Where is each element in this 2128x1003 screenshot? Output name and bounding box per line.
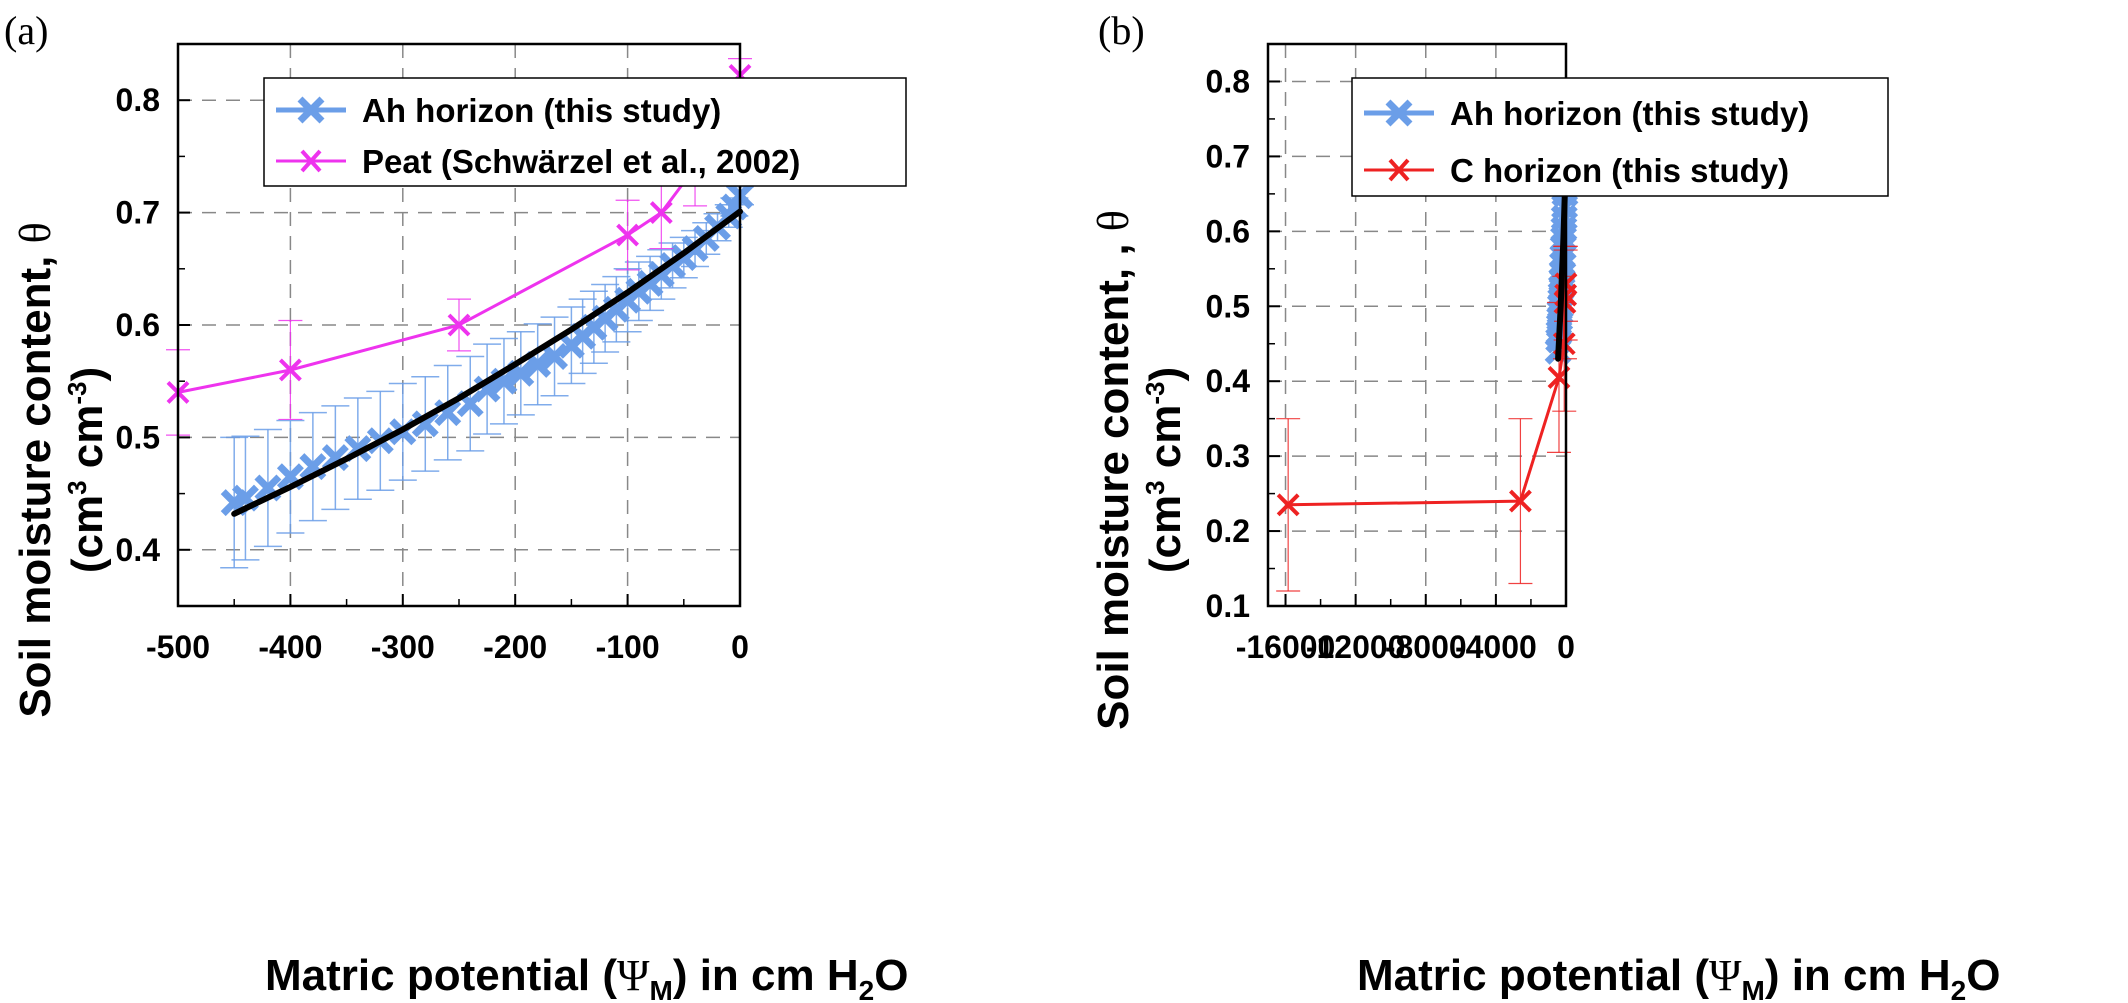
panel-b: 0.1 0.2 0.3 0.4 0.5 0.6 0.7 0.8 -16000-12000-800… (1089, 42, 2000, 1003)
series-1-point (649, 201, 673, 225)
panel-b-y-axis-title: Soil moisture content, , θ (cm3 cm-3) (1089, 210, 1190, 730)
panel-a-plot-frame (176, 42, 742, 608)
x-tick-label: -400 (258, 629, 322, 665)
panel-a-x-axis-title: Matric potential (ΨM) in cm H2O (265, 951, 908, 1003)
y-tick-label: 0.1 (1206, 588, 1250, 624)
panel-a-marks (166, 58, 754, 569)
panel-b-legend-box (1351, 77, 1889, 197)
series-0-point (541, 342, 569, 370)
series-1-point (616, 223, 640, 247)
y-tick-label: 0.7 (1206, 138, 1250, 174)
panel-a-label: (a) (4, 8, 48, 53)
panel-b-ticks: 0.1 0.2 0.3 0.4 0.5 0.6 0.7 0.8 -16000-12000-800… (1206, 63, 1575, 665)
panel-a-y-axis-title: Soil moisture content, θ (cm3 cm-3) (11, 222, 112, 717)
x-tick-label: -4000 (1455, 629, 1537, 665)
y-tick-label: 0.7 (116, 195, 160, 231)
series-0-point (473, 375, 501, 403)
x-tick-label: -100 (596, 629, 660, 665)
panel-a-legend-box (263, 77, 907, 187)
series-1-line (1288, 283, 1568, 507)
panel-b-plot-frame (1266, 42, 1568, 608)
series-1-point (278, 358, 302, 382)
panel-b-marks (1276, 133, 1580, 592)
y-tick-label: 0.4 (1206, 363, 1251, 399)
svg-text:(cm3 cm-3): (cm3 cm-3) (62, 367, 112, 573)
legend-b-ah-marker-icon (1364, 99, 1434, 127)
panel-b-label: (b) (1098, 8, 1145, 53)
panel-b-legend: Ah horizon (this study) C horizon (this … (1351, 77, 1889, 197)
series-1-point (1509, 489, 1532, 513)
x-tick-label: 0 (1557, 629, 1575, 665)
legend-c-marker-icon (1364, 158, 1434, 182)
legend-c-label: C horizon (this study) (1450, 152, 1789, 189)
svg-text:Soil moisture content, θ: Soil moisture content, θ (11, 222, 60, 717)
series-1-point (447, 313, 471, 337)
svg-text:Soil moisture content, , θ: Soil moisture content, , θ (1089, 210, 1138, 730)
x-tick-label: -200 (483, 629, 547, 665)
panel-a: 0.4 0.5 0.6 0.7 0.8 -500 -400 -300 -200 -100 0 Ah … (11, 42, 908, 1003)
x-tick-label: 0 (731, 629, 749, 665)
x-tick-label: -8000 (1385, 629, 1467, 665)
legend-b-ah-label: Ah horizon (this study) (1450, 95, 1809, 132)
y-tick-label: 0.6 (116, 307, 160, 343)
y-tick-label: 0.8 (1206, 63, 1250, 99)
fit-curve-line (1555, 153, 1569, 362)
y-tick-label: 0.3 (1206, 438, 1250, 474)
legend-ah-label: Ah horizon (this study) (362, 92, 721, 129)
y-tick-label: 0.2 (1206, 513, 1250, 549)
y-tick-label: 0.4 (116, 532, 161, 568)
panel-a-ticks: 0.4 0.5 0.6 0.7 0.8 -500 -400 -300 -200 -100 0 (116, 82, 749, 665)
x-tick-label: -500 (146, 629, 210, 665)
fit-curve-line (231, 208, 743, 517)
svg-text:(cm3 cm-3): (cm3 cm-3) (1140, 367, 1190, 573)
y-tick-label: 0.5 (1206, 288, 1250, 324)
x-tick-label: -12000 (1306, 629, 1406, 665)
panel-a-legend: Ah horizon (this study) Peat (Schwärzel … (263, 77, 907, 187)
x-tick-label: -300 (371, 629, 435, 665)
x-tick-label: -16000 (1236, 629, 1336, 665)
legend-peat-label: Peat (Schwärzel et al., 2002) (362, 143, 800, 180)
y-tick-label: 0.5 (116, 419, 160, 455)
y-tick-label: 0.8 (116, 82, 160, 118)
legend-peat-marker-icon (276, 149, 346, 173)
y-tick-label: 0.6 (1206, 213, 1250, 249)
series-0-point (411, 410, 439, 438)
panel-b-x-axis-title: Matric potential (ΨM) in cm H2O (1357, 951, 2000, 1003)
legend-ah-marker-icon (276, 96, 346, 124)
series-1-point (1276, 493, 1300, 517)
